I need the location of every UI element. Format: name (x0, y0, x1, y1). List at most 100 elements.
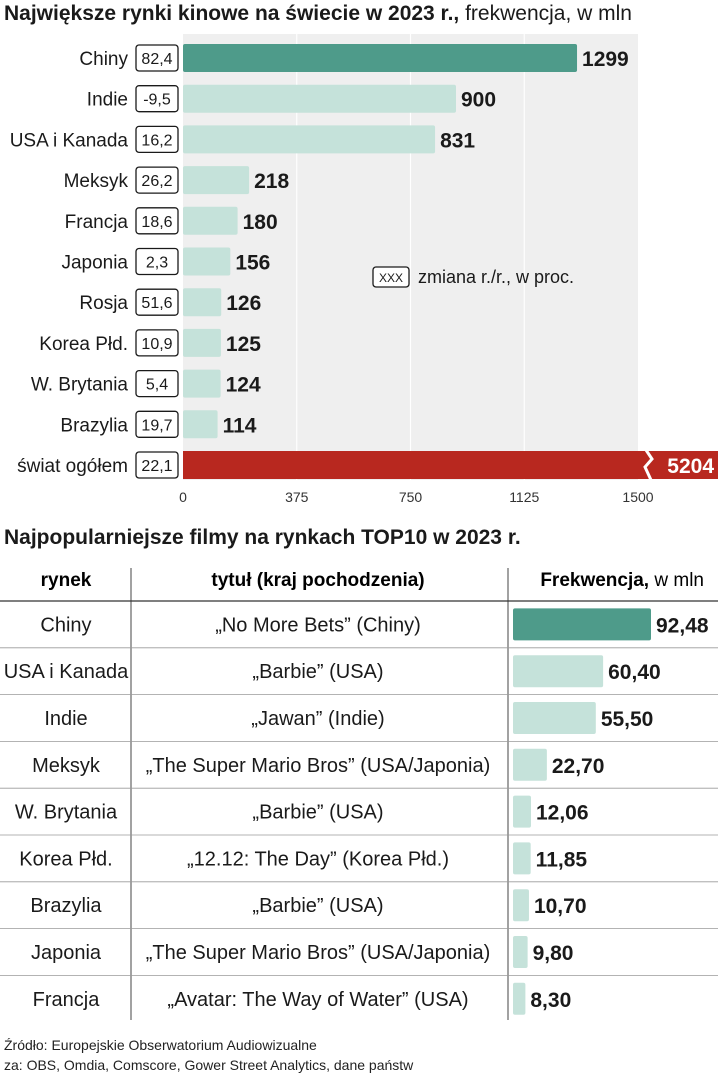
cell-value: 60,40 (608, 661, 661, 684)
source-note: Źródło: Europejskie Obserwatorium Audiow… (4, 1035, 413, 1075)
change-label: 82,4 (141, 51, 172, 68)
cell-market: W. Brytania (15, 802, 118, 824)
category-label: świat ogółem (17, 456, 128, 477)
bar (183, 166, 250, 195)
category-label: Meksyk (64, 171, 129, 192)
change-label: 22,1 (141, 458, 172, 475)
bar (183, 206, 238, 235)
change-box (135, 329, 179, 357)
change-label: 10,9 (141, 336, 172, 353)
cell-title: „No More Bets” (Chiny) (215, 614, 421, 636)
category-label: Korea Płd. (39, 334, 128, 355)
value-label: 180 (243, 211, 278, 234)
value-label: 114 (223, 414, 257, 437)
value-label: 124 (226, 374, 261, 397)
table-bar (513, 842, 531, 875)
change-box (135, 207, 179, 235)
value-label: 5204 (667, 455, 714, 478)
change-box (135, 288, 179, 316)
chart-subtitle: frekwencja, w mln (465, 2, 632, 25)
cell-value: 12,06 (536, 802, 589, 825)
category-label: Chiny (79, 49, 128, 70)
table-rows: Chiny „No More Bets” (Chiny) 92,48 USA i Ka… (0, 608, 718, 1015)
col-header-title: tytuł (kraj pochodzenia) (211, 570, 424, 591)
source-line-2: za: OBS, Omdia, Comscore, Gower Street A… (4, 1057, 414, 1073)
bar (183, 451, 718, 479)
x-tick-label: 0 (179, 489, 187, 505)
chart-title-main: Największe rynki kinowe na świecie w 202… (4, 2, 460, 25)
table-bar (513, 795, 531, 828)
cell-title: „12.12: The Day” (Korea Płd.) (187, 848, 449, 870)
legend-text: zmiana r./r., w proc. (418, 267, 574, 287)
bar (183, 125, 436, 154)
value-label: 1299 (582, 48, 629, 71)
category-label: Japonia (61, 253, 128, 274)
value-label: 126 (226, 292, 261, 315)
cell-market: Meksyk (32, 755, 101, 777)
value-label: 900 (461, 89, 496, 112)
cell-title: „Barbie” (USA) (252, 802, 383, 824)
films-table: rynek tytuł (kraj pochodzenia) Frekwencj… (0, 568, 718, 1020)
bar-chart: Chiny 82,4 1299 Indie -9,5 900 USA i Kanada 16,… (10, 34, 718, 505)
category-label: Rosja (79, 293, 128, 314)
change-label: 5,4 (146, 377, 168, 394)
value-label: 156 (235, 252, 270, 275)
cell-value: 55,50 (601, 708, 654, 731)
table-title: Najpopularniejsze filmy na rynkach TOP10… (4, 526, 521, 549)
change-label: -9,5 (143, 92, 171, 109)
table-bar (513, 655, 604, 688)
change-box (135, 85, 179, 113)
legend-box-text: XXX (379, 271, 403, 285)
value-label: 831 (440, 129, 475, 152)
change-box (135, 451, 179, 479)
change-box (135, 125, 179, 154)
axis-break (643, 449, 654, 481)
source-line-1: Źródło: Europejskie Obserwatorium Audiow… (4, 1037, 317, 1053)
cell-market: Japonia (31, 942, 102, 964)
bar (183, 328, 221, 357)
bar (183, 369, 221, 398)
cell-market: Francja (33, 989, 101, 1011)
x-tick-label: 375 (285, 489, 309, 505)
x-axis: 0 375 750 1125 1500 (179, 489, 654, 505)
table-bar (513, 608, 651, 641)
x-tick-label: 1125 (509, 489, 539, 505)
category-label: USA i Kanada (10, 130, 129, 151)
cell-market: Brazylia (30, 895, 102, 917)
change-label: 2,3 (146, 255, 168, 272)
cell-title: „The Super Mario Bros” (USA/Japonia) (146, 942, 491, 964)
x-tick-label: 1500 (622, 489, 653, 505)
value-label: 125 (226, 333, 261, 356)
col-header-attendance-unit: w mln (653, 570, 704, 591)
cell-title: „Jawan” (Indie) (251, 708, 384, 730)
change-box (135, 44, 179, 72)
cell-title: „Barbie” (USA) (252, 895, 383, 917)
cell-title: „The Super Mario Bros” (USA/Japonia) (146, 755, 491, 777)
cell-market: Indie (44, 708, 87, 730)
change-box (135, 247, 179, 276)
value-label: 218 (254, 170, 289, 193)
cell-value: 22,70 (552, 755, 605, 778)
category-label: Francja (65, 212, 129, 233)
cell-market: Chiny (40, 614, 91, 636)
change-label: 26,2 (141, 173, 172, 190)
cell-value: 10,70 (534, 895, 587, 918)
cell-value: 11,85 (536, 848, 588, 871)
change-label: 16,2 (141, 132, 172, 149)
table-bar (513, 748, 547, 781)
bar (183, 247, 231, 276)
cell-value: 9,80 (533, 942, 574, 965)
category-label: Indie (87, 90, 128, 111)
bars: Chiny 82,4 1299 Indie -9,5 900 USA i Kanada 16,… (10, 44, 718, 481)
col-header-market: rynek (41, 570, 92, 591)
col-header-attendance: Frekwencja, w mln (540, 570, 704, 591)
chart-title: Największe rynki kinowe na świecie w 202… (4, 2, 632, 26)
cell-title: „Barbie” (USA) (252, 661, 383, 683)
change-label: 19,7 (141, 417, 172, 434)
col-header-attendance-label: Frekwencja, (540, 570, 649, 591)
table-bar (513, 936, 528, 968)
change-box (135, 369, 179, 398)
cell-title: „Avatar: The Way of Water” (USA) (167, 989, 468, 1011)
legend: XXX zmiana r./r., w proc. (372, 266, 574, 288)
cell-market: Korea Płd. (19, 848, 112, 870)
